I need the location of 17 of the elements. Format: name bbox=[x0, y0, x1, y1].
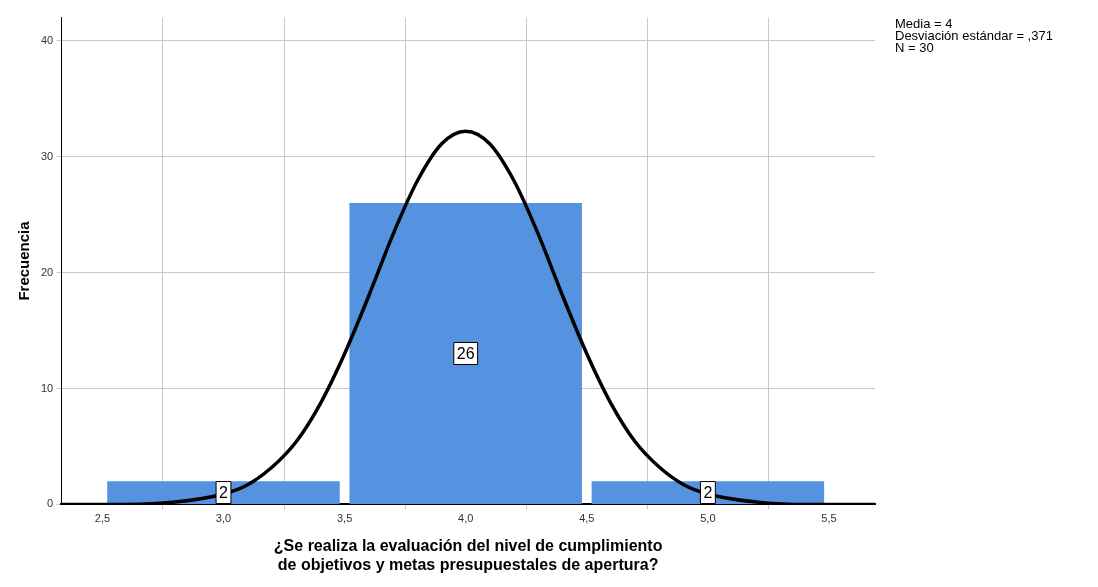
y-tick-label: 40 bbox=[40, 33, 54, 46]
y-tick-label: 0 bbox=[47, 497, 54, 510]
y-tick-label: 10 bbox=[40, 381, 54, 394]
y-axis-title: Frecuencia bbox=[15, 220, 33, 301]
x-axis-title: ¿Se realiza la evaluación del nivel de cumplimiento de objetivos y metas presupuestales de apertura? bbox=[273, 536, 663, 573]
x-tick-label: 4,0 bbox=[458, 512, 474, 525]
data-label: 26 bbox=[456, 344, 475, 362]
x-tick-label: 3,5 bbox=[336, 512, 353, 525]
data-label: 2 bbox=[703, 483, 713, 501]
x-tick-label: 4,5 bbox=[579, 512, 595, 525]
y-tick-label: 30 bbox=[40, 149, 54, 162]
data-label: 2 bbox=[219, 483, 229, 501]
x-tick-label: 5,5 bbox=[821, 512, 837, 525]
x-tick-label: 5,0 bbox=[700, 512, 716, 525]
y-tick-label: 20 bbox=[40, 265, 54, 278]
x-tick-label: 3,0 bbox=[215, 512, 232, 525]
x-tick-label: 2,5 bbox=[94, 512, 111, 525]
